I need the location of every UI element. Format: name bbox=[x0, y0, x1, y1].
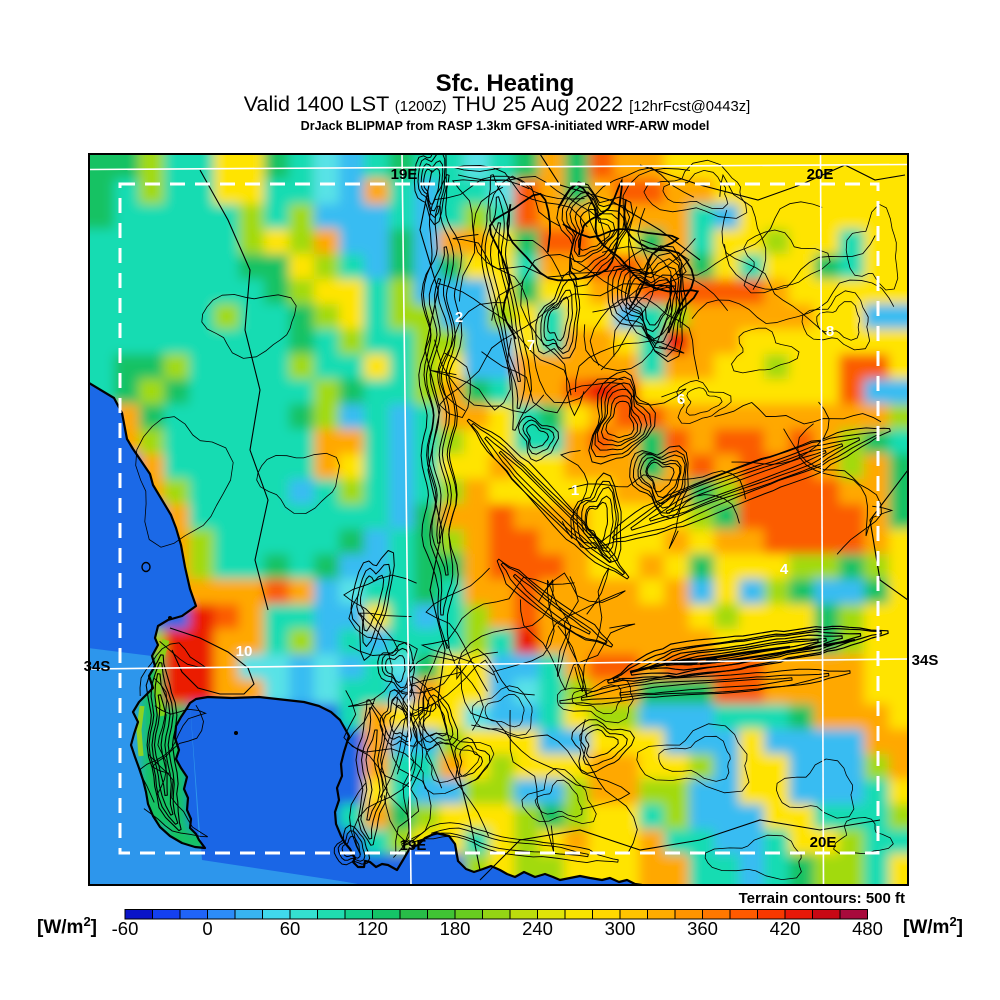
svg-text:60: 60 bbox=[280, 918, 301, 939]
svg-text:180: 180 bbox=[440, 918, 471, 939]
svg-text:19E: 19E bbox=[400, 837, 427, 854]
svg-text:1: 1 bbox=[571, 482, 579, 499]
svg-text:20E: 20E bbox=[807, 166, 834, 183]
svg-text:0: 0 bbox=[202, 918, 212, 939]
svg-text:19E: 19E bbox=[391, 166, 418, 183]
svg-text:480: 480 bbox=[852, 918, 883, 939]
svg-text:34S: 34S bbox=[912, 652, 939, 669]
svg-text:10: 10 bbox=[236, 643, 253, 660]
svg-text:420: 420 bbox=[770, 918, 801, 939]
svg-text:DrJack BLIPMAP from RASP 1.3km: DrJack BLIPMAP from RASP 1.3km GFSA-init… bbox=[301, 119, 710, 133]
svg-text:120: 120 bbox=[357, 918, 388, 939]
svg-text:34S: 34S bbox=[84, 658, 111, 675]
svg-text:8: 8 bbox=[826, 323, 834, 340]
svg-text:20E: 20E bbox=[810, 834, 837, 851]
svg-text:-60: -60 bbox=[112, 918, 139, 939]
svg-text:240: 240 bbox=[522, 918, 553, 939]
svg-text:Terrain contours: 500 ft: Terrain contours: 500 ft bbox=[739, 890, 905, 907]
svg-text:360: 360 bbox=[687, 918, 718, 939]
svg-text:4: 4 bbox=[780, 561, 789, 578]
svg-text:2: 2 bbox=[455, 309, 463, 326]
svg-text:6: 6 bbox=[677, 391, 685, 408]
svg-text:7: 7 bbox=[527, 337, 535, 354]
svg-text:300: 300 bbox=[605, 918, 636, 939]
svg-text:Sfc. Heating: Sfc. Heating bbox=[436, 70, 575, 97]
